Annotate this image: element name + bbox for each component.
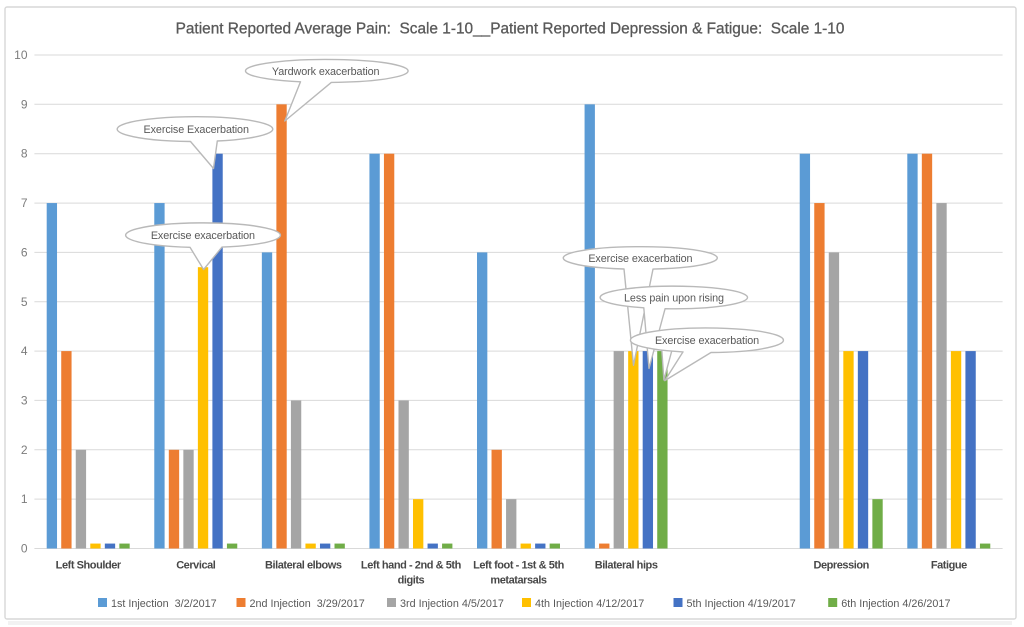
svg-text:0: 0 bbox=[21, 542, 28, 556]
svg-text:9: 9 bbox=[21, 97, 28, 111]
svg-text:Patient Reported Average Pain:: Patient Reported Average Pain: Scale 1-1… bbox=[176, 21, 845, 38]
svg-text:Exercise exacerbation: Exercise exacerbation bbox=[655, 335, 759, 347]
svg-text:6: 6 bbox=[21, 245, 28, 259]
svg-text:Exercise exacerbation: Exercise exacerbation bbox=[588, 253, 692, 265]
svg-text:Less pain upon rising: Less pain upon rising bbox=[624, 293, 724, 305]
svg-text:digits: digits bbox=[398, 575, 425, 587]
svg-text:Cervical: Cervical bbox=[176, 560, 216, 572]
svg-text:Left hand - 2nd & 5th: Left hand - 2nd & 5th bbox=[361, 560, 462, 572]
svg-text:Yardwork exacerbation: Yardwork exacerbation bbox=[272, 66, 380, 78]
svg-text:4: 4 bbox=[21, 344, 28, 358]
svg-text:1: 1 bbox=[21, 492, 28, 506]
svg-text:5th Injection 4/19/2017: 5th Injection 4/19/2017 bbox=[687, 598, 796, 610]
svg-text:4th Injection 4/12/2017: 4th Injection 4/12/2017 bbox=[535, 598, 644, 610]
svg-text:Left foot - 1st & 5th: Left foot - 1st & 5th bbox=[473, 560, 564, 572]
svg-text:Exercise exacerbation: Exercise exacerbation bbox=[151, 230, 255, 242]
svg-text:2: 2 bbox=[21, 443, 28, 457]
svg-text:8: 8 bbox=[21, 147, 28, 161]
svg-text:Depression: Depression bbox=[813, 560, 869, 572]
svg-text:Exercise Exacerbation: Exercise Exacerbation bbox=[144, 124, 249, 136]
svg-text:Fatigue: Fatigue bbox=[931, 560, 967, 572]
svg-text:5: 5 bbox=[21, 295, 28, 309]
svg-text:3rd Injection 4/5/2017: 3rd Injection 4/5/2017 bbox=[400, 598, 504, 610]
svg-text:Bilateral hips: Bilateral hips bbox=[595, 560, 658, 572]
svg-text:2nd Injection 3/29/2017: 2nd Injection 3/29/2017 bbox=[250, 598, 365, 610]
svg-text:10: 10 bbox=[14, 48, 28, 62]
svg-text:Bilateral elbows: Bilateral elbows bbox=[265, 560, 342, 572]
svg-text:6th Injection 4/26/2017: 6th Injection 4/26/2017 bbox=[841, 598, 950, 610]
svg-text:Left Shoulder: Left Shoulder bbox=[56, 560, 122, 572]
svg-text:metatarsals: metatarsals bbox=[490, 575, 547, 587]
svg-text:7: 7 bbox=[21, 196, 28, 210]
svg-text:1st Injection 3/2/2017: 1st Injection 3/2/2017 bbox=[111, 598, 217, 610]
svg-text:3: 3 bbox=[21, 393, 28, 407]
